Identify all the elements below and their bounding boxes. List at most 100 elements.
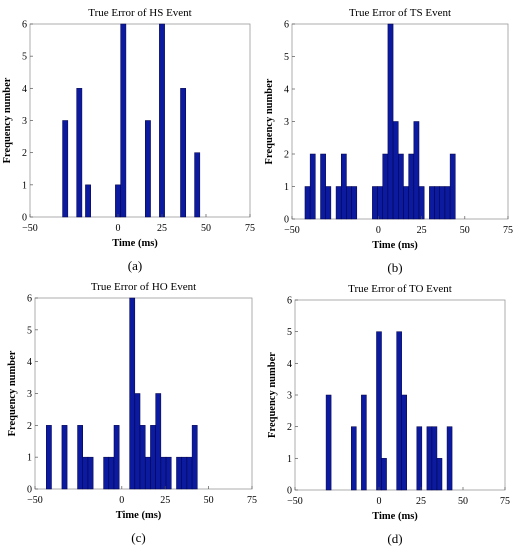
y-tick-label: 0 bbox=[22, 213, 27, 224]
x-tick-label: 0 bbox=[119, 495, 124, 506]
bar bbox=[155, 393, 162, 490]
y-tick-label: 4 bbox=[287, 359, 292, 370]
bar bbox=[413, 121, 420, 220]
x-tick-label: 50 bbox=[201, 223, 211, 234]
x-tick-label: −50 bbox=[284, 225, 300, 236]
x-axis-label: Time (ms) bbox=[112, 238, 158, 249]
bar bbox=[426, 426, 433, 491]
y-axis-label: Frequency number bbox=[267, 352, 278, 438]
chart-title: True Error of TO Event bbox=[348, 283, 452, 295]
bar bbox=[446, 426, 453, 491]
bar bbox=[304, 186, 311, 220]
chart-title: True Error of HS Event bbox=[88, 7, 191, 19]
panel-label: (b) bbox=[387, 260, 402, 275]
chart-title: True Error of HO Event bbox=[91, 281, 196, 293]
y-tick-label: 0 bbox=[287, 486, 292, 497]
bar bbox=[150, 425, 156, 490]
x-tick-label: −50 bbox=[287, 496, 303, 507]
panel-label: (d) bbox=[387, 531, 402, 546]
x-tick-label: 75 bbox=[245, 223, 255, 234]
bar bbox=[382, 153, 389, 220]
bar bbox=[87, 456, 94, 490]
bar bbox=[392, 121, 399, 220]
bar bbox=[194, 152, 201, 218]
bar bbox=[361, 394, 367, 491]
bar bbox=[351, 426, 357, 491]
bar bbox=[85, 184, 91, 218]
y-tick-label: 5 bbox=[27, 325, 32, 336]
y-axis-label: Frequency number bbox=[2, 77, 13, 163]
bar bbox=[325, 394, 332, 491]
bar bbox=[434, 186, 440, 220]
y-tick-label: 1 bbox=[27, 453, 32, 464]
x-tick-label: 50 bbox=[460, 225, 470, 236]
bar bbox=[408, 153, 415, 220]
bar bbox=[46, 425, 52, 490]
bar bbox=[436, 458, 443, 491]
y-tick-label: 4 bbox=[284, 85, 289, 96]
bar bbox=[346, 186, 352, 220]
bar bbox=[377, 186, 383, 220]
bar bbox=[320, 153, 326, 220]
bar bbox=[401, 394, 407, 491]
bar bbox=[103, 456, 110, 490]
y-tick-label: 4 bbox=[22, 84, 27, 95]
bar bbox=[113, 425, 120, 490]
bar bbox=[176, 456, 182, 490]
bar bbox=[403, 186, 409, 220]
x-tick-label: 25 bbox=[160, 495, 170, 506]
bar bbox=[165, 456, 172, 490]
x-tick-label: 50 bbox=[204, 495, 214, 506]
bar bbox=[429, 186, 435, 220]
bar bbox=[186, 456, 193, 490]
y-tick-label: 1 bbox=[287, 454, 292, 465]
x-axis-label: Time (ms) bbox=[116, 510, 162, 521]
bar bbox=[340, 153, 347, 220]
bar bbox=[335, 186, 342, 220]
bar bbox=[180, 88, 187, 218]
bar bbox=[108, 456, 115, 490]
bar bbox=[439, 186, 446, 220]
y-tick-label: 1 bbox=[284, 182, 289, 193]
y-tick-label: 5 bbox=[22, 52, 27, 63]
bar bbox=[325, 186, 332, 220]
y-tick-label: 2 bbox=[27, 421, 32, 432]
y-tick-label: 6 bbox=[284, 20, 289, 31]
x-tick-label: 0 bbox=[116, 223, 121, 234]
x-tick-label: −50 bbox=[22, 223, 38, 234]
bar bbox=[372, 186, 378, 220]
bar bbox=[82, 456, 89, 490]
bar bbox=[191, 425, 198, 490]
bar bbox=[376, 331, 382, 491]
bar bbox=[120, 23, 127, 218]
y-tick-label: 6 bbox=[287, 296, 292, 307]
bar bbox=[160, 456, 167, 490]
panel-label: (a) bbox=[128, 258, 142, 273]
y-tick-label: 0 bbox=[27, 485, 32, 496]
bar bbox=[444, 186, 451, 220]
y-tick-label: 5 bbox=[287, 327, 292, 338]
x-axis-label: Time (ms) bbox=[372, 511, 418, 522]
panel-label: (c) bbox=[131, 530, 145, 545]
bar bbox=[387, 23, 394, 220]
y-tick-label: 6 bbox=[27, 294, 32, 305]
y-axis-label: Frequency number bbox=[264, 78, 275, 164]
y-tick-label: 6 bbox=[22, 20, 27, 31]
chart-title: True Error of TS Event bbox=[349, 7, 451, 19]
bar bbox=[144, 456, 151, 490]
x-tick-label: 0 bbox=[377, 496, 382, 507]
bar bbox=[76, 88, 83, 218]
bar bbox=[139, 425, 146, 490]
x-tick-label: 25 bbox=[417, 225, 427, 236]
y-tick-label: 4 bbox=[27, 357, 32, 368]
x-tick-label: −50 bbox=[27, 495, 43, 506]
bar bbox=[396, 331, 402, 491]
bar bbox=[145, 120, 151, 218]
bar bbox=[129, 297, 136, 490]
x-tick-label: 25 bbox=[157, 223, 167, 234]
bar bbox=[381, 458, 387, 491]
